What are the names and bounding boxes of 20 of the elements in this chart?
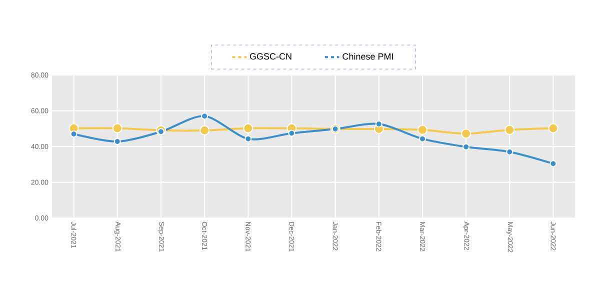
point [244, 135, 252, 142]
point [548, 123, 558, 134]
legend-label: Chinese PMI [342, 53, 393, 60]
point [417, 124, 428, 135]
point [462, 143, 470, 150]
point [506, 148, 514, 156]
point [201, 112, 208, 120]
point [243, 123, 254, 134]
point [288, 130, 296, 137]
point [200, 125, 210, 136]
legend-label: GGSC-CN [250, 53, 292, 60]
point [70, 130, 78, 138]
point [112, 123, 122, 134]
point [504, 124, 515, 135]
point [418, 135, 426, 142]
point [550, 160, 557, 168]
point [461, 128, 472, 139]
point [375, 120, 382, 128]
point [157, 128, 164, 136]
point [114, 138, 121, 145]
